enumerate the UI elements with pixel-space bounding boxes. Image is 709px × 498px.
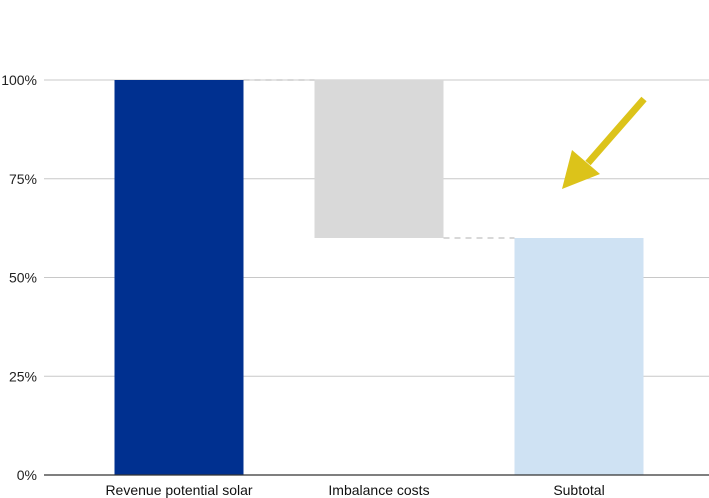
bar-revenue-potential-solar (114, 80, 244, 475)
y-axis-ticks: 0% 25% 50% 75% 100% (1, 72, 37, 483)
connector-lines (243, 79, 515, 239)
arrow-shaft (585, 96, 647, 166)
y-tick-label-75: 75% (9, 171, 37, 187)
x-axis-labels: Revenue potential solar Imbalance costs … (105, 482, 604, 498)
bar-imbalance-costs (314, 80, 444, 238)
x-label-subtotal: Subtotal (553, 482, 604, 498)
arrow-head (562, 150, 600, 189)
y-tick-label-100: 100% (1, 72, 37, 88)
bar-subtotal (514, 238, 644, 475)
arrow-icon (562, 96, 647, 189)
y-tick-label-50: 50% (9, 270, 37, 286)
y-tick-label-0: 0% (17, 467, 37, 483)
bars (114, 80, 644, 475)
x-label-imbalance-costs: Imbalance costs (328, 482, 429, 498)
x-label-revenue-potential-solar: Revenue potential solar (105, 482, 252, 498)
y-tick-label-25: 25% (9, 368, 37, 384)
